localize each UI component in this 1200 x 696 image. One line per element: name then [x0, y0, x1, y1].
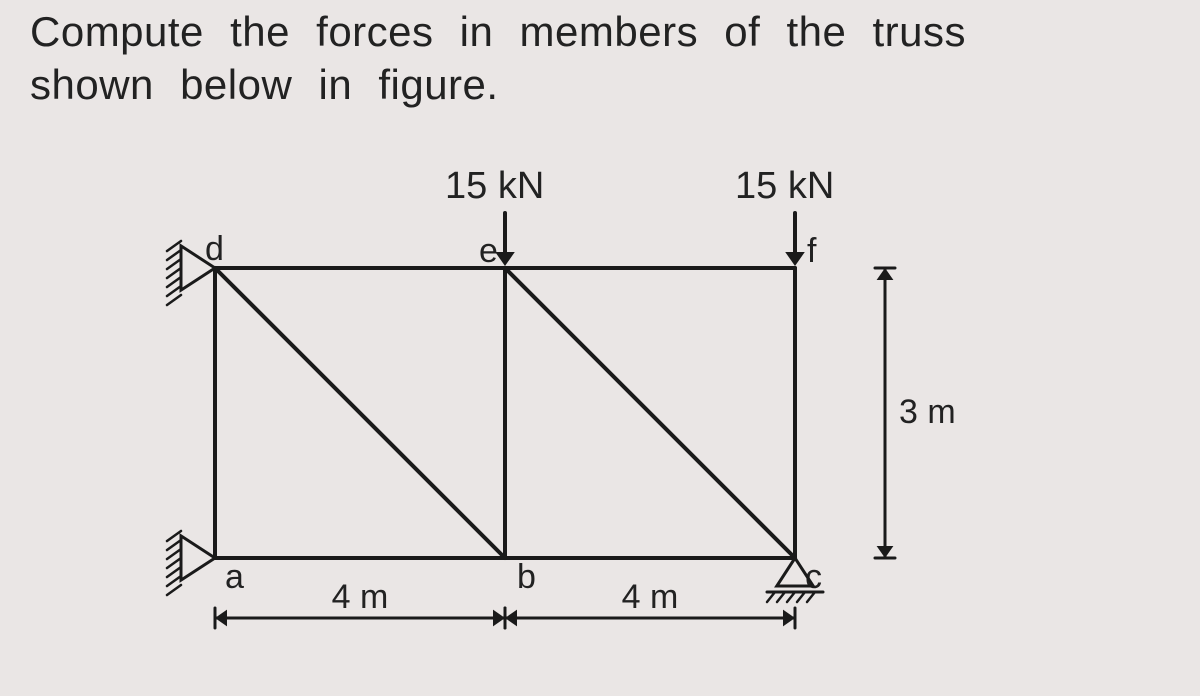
svg-text:3 m: 3 m: [899, 393, 956, 431]
svg-text:b: b: [517, 558, 536, 596]
svg-text:4 m: 4 m: [622, 578, 679, 616]
problem-line2: shown below in figure.: [30, 61, 499, 108]
svg-text:f: f: [807, 232, 817, 270]
svg-text:15 kN: 15 kN: [735, 165, 834, 207]
svg-text:4 m: 4 m: [332, 578, 389, 616]
svg-text:a: a: [225, 558, 244, 596]
problem-line1: Compute the forces in members of the tru…: [30, 8, 966, 55]
svg-text:e: e: [479, 232, 498, 270]
svg-text:15 kN: 15 kN: [445, 165, 544, 207]
problem-statement: Compute the forces in members of the tru…: [30, 6, 1170, 111]
truss-diagram: abcdef15 kN15 kN4 m4 m3 m: [0, 118, 1200, 696]
